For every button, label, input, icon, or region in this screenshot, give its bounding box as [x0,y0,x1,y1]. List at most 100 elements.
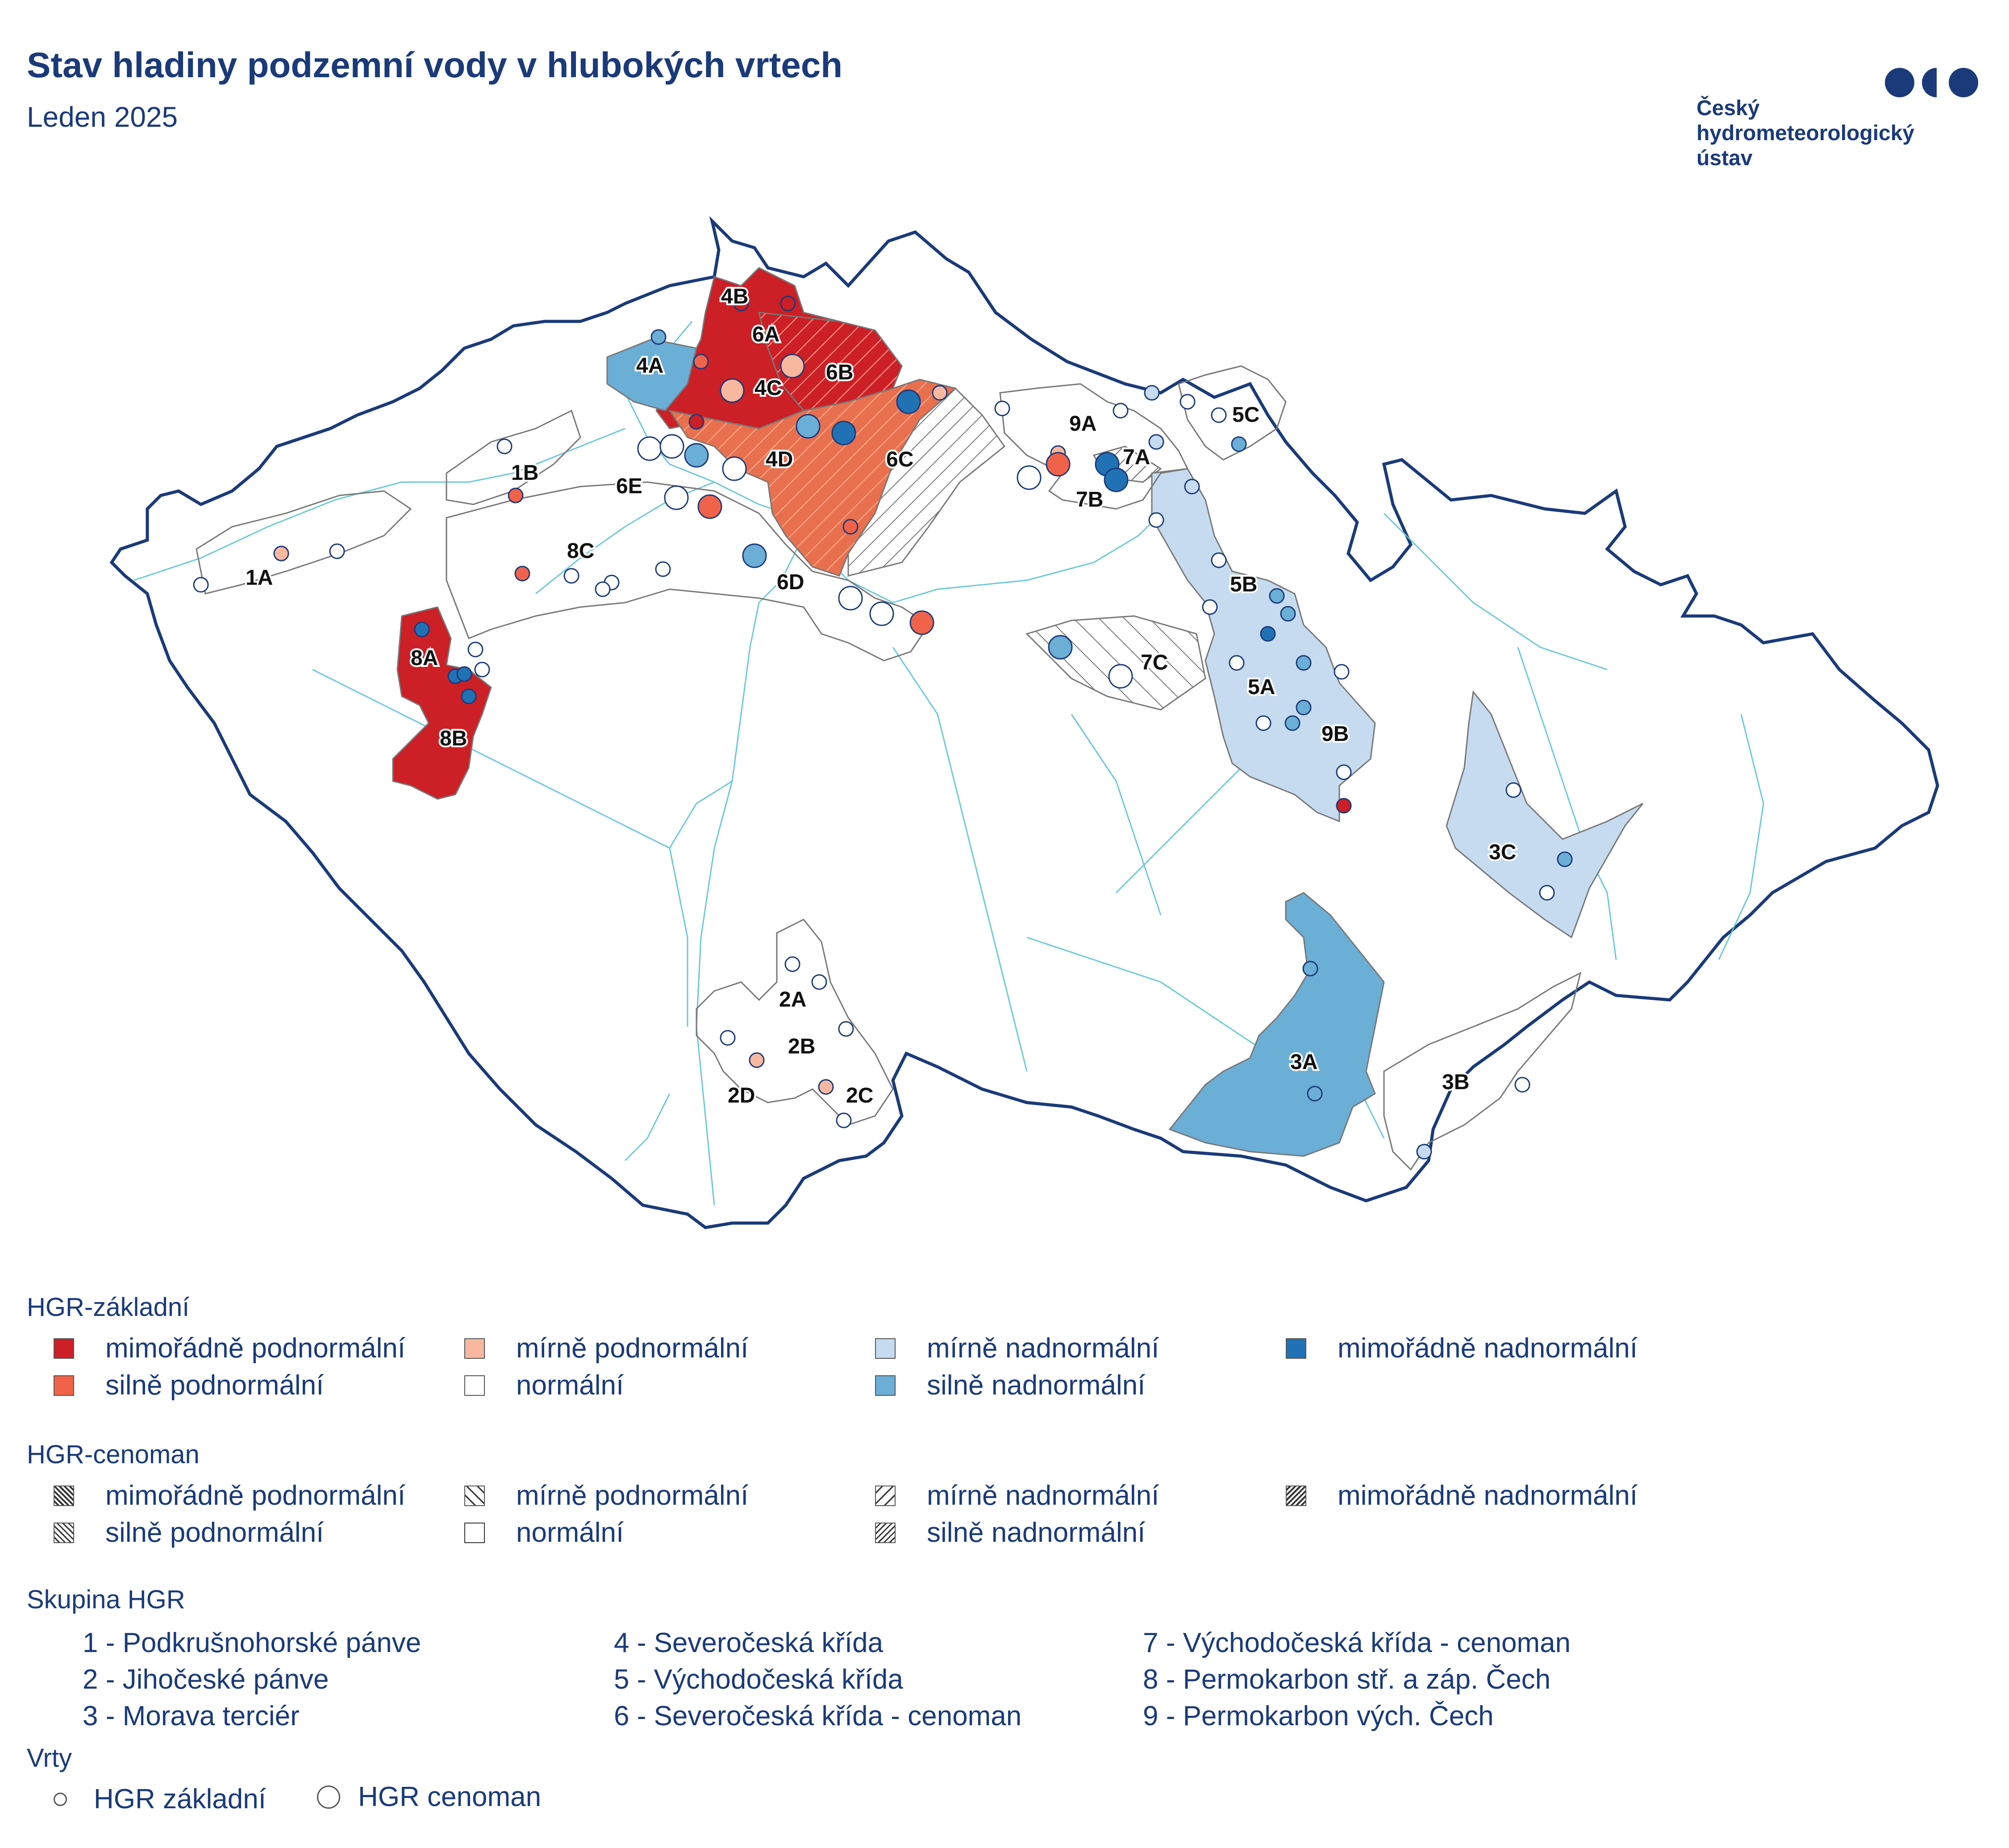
label-4d: 4D [766,448,793,471]
legend-cenoman-item: mimořádně podnormální [54,1480,405,1511]
legend-cenoman-item: silně podnormální [54,1517,324,1548]
legend-label: mimořádně podnormální [105,1480,406,1511]
legend-label: silně nadnormální [927,1517,1146,1548]
legend-label: mírně nadnormální [927,1480,1159,1511]
region-1b [446,409,581,505]
label-7b: 7B [1076,488,1103,512]
label-4a: 4A [636,354,663,378]
label-3a: 3A [1290,1050,1317,1074]
page-title: Stav hladiny podzemní vody v hlubokých v… [27,45,843,85]
label-6c: 6C [886,448,913,471]
label-3c: 3C [1489,841,1516,864]
label-6e: 6E [616,474,642,498]
label-7c: 7C [1141,651,1168,674]
group-item: 1 - Podkrušnohorské pánve [83,1627,421,1658]
region-labels: 1A 1B 2A 2B 2C 2D 3A 3B 3C 4A 4B 4C 4D 5… [244,283,1518,1109]
region-5a-5b [1151,468,1376,823]
label-4b: 4B [721,285,748,308]
label-2d: 2D [728,1084,755,1107]
label-1a: 1A [246,566,273,590]
group-item: 3 - Morava terciér [83,1701,300,1731]
logo-dots-icon [1885,68,1978,97]
legend-basic-item: silně podnormální [54,1369,324,1401]
legend-cenoman-item: mimořádně nadnormální [1286,1480,1638,1511]
legend-basic-item: silně nadnormální [875,1369,1145,1401]
wells [193,296,1573,1160]
legend-cenoman-item: silně nadnormální [875,1517,1145,1548]
label-8a: 8A [411,646,438,670]
swatch-cen-mimoradne-nad [1286,1485,1306,1506]
wells-cenoman [637,354,1133,689]
group-item: 6 - Severočeská křída - cenoman [614,1701,1022,1731]
group-item: 7 - Východočeská křída - cenoman [1143,1627,1571,1658]
legend-group-title: Skupina HGR [27,1585,185,1614]
legend-label: mimořádně nadnormální [1338,1480,1638,1511]
logo-line-3: ústav [1696,146,1753,170]
group-item: 4 - Severočeská křída [614,1627,884,1658]
legend-label: silně nadnormální [927,1370,1146,1401]
legend-well-basic: HGR základní [54,1783,266,1815]
region-5c [1178,365,1287,461]
label-2a: 2A [779,988,806,1011]
label-8b: 8B [440,727,467,750]
swatch-silne-pod [54,1375,74,1396]
legend-well-cenoman: HGR cenoman [317,1781,541,1813]
logo-line-1: Český [1696,96,1760,120]
legend-label: HGR cenoman [358,1781,542,1812]
legend-cenoman-item: mírně podnormální [464,1480,748,1511]
swatch-cen-normalni [464,1522,485,1543]
legend-wells-title: Vrty [27,1744,72,1773]
legend-label: silně podnormální [105,1517,324,1548]
legend-basic-item: mimořádně podnormální [54,1332,405,1364]
swatch-cen-silne-nad [875,1522,896,1543]
legend-label: mimořádně nadnormální [1338,1333,1638,1364]
legend-basic-title: HGR-základní [27,1293,190,1322]
label-6b: 6B [826,361,853,384]
label-2c: 2C [846,1084,873,1107]
country-outline [109,216,1939,1229]
legend-cenoman-item: mírně nadnormální [875,1480,1159,1511]
swatch-normalni [464,1375,485,1396]
map: 1A 1B 2A 2B 2C 2D 3A 3B 3C 4A 4B 4C 4D 5… [109,216,1939,1229]
rivers [133,321,1764,1206]
page-subtitle: Leden 2025 [27,101,178,133]
label-7a: 7A [1123,445,1150,469]
label-8c: 8C [567,539,594,563]
swatch-mirne-nad [875,1338,896,1359]
label-2b: 2B [788,1035,815,1058]
hgr-regions [196,267,1644,1171]
label-9b: 9B [1321,722,1349,746]
region-6c [847,387,1006,577]
label-5b: 5B [1230,573,1257,596]
group-item: 5 - Východočeská křída [614,1664,903,1695]
region-2a-2d [696,919,894,1126]
legend-cenoman-item: normální [464,1517,624,1548]
region-3a [1168,892,1385,1157]
swatch-cen-mimoradne-pod [54,1485,74,1506]
legend-label: mírně nadnormální [927,1333,1159,1364]
label-3b: 3B [1442,1070,1469,1094]
legend-basic-item: mírně podnormální [464,1332,748,1364]
label-6a: 6A [752,323,779,346]
legend-basic-item: mírně nadnormální [875,1332,1159,1364]
well-basic-icon [54,1792,67,1806]
legend-basic-item: mimořádně nadnormální [1286,1332,1638,1364]
legend-label: HGR základní [94,1784,266,1815]
legend-label: mimořádně podnormální [105,1333,406,1364]
swatch-silne-nad [875,1375,896,1396]
label-9a: 9A [1069,412,1096,436]
label-5a: 5A [1248,675,1275,699]
region-3b [1383,972,1582,1171]
legend-label: normální [516,1517,624,1548]
group-item: 9 - Permokarbon vých. Čech [1143,1701,1494,1731]
swatch-cen-silne-pod [54,1522,74,1543]
well-cenoman-icon [317,1785,340,1809]
label-6d: 6D [777,570,804,594]
swatch-cen-mirne-pod [464,1485,485,1506]
swatch-mimoradne-nad [1286,1338,1306,1359]
swatch-mirne-pod [464,1338,485,1359]
label-4c: 4C [754,376,782,400]
region-8c [446,481,930,662]
legend-cenoman-title: HGR-cenoman [27,1440,200,1469]
logo-line-2: hydrometeorologický [1696,121,1915,145]
